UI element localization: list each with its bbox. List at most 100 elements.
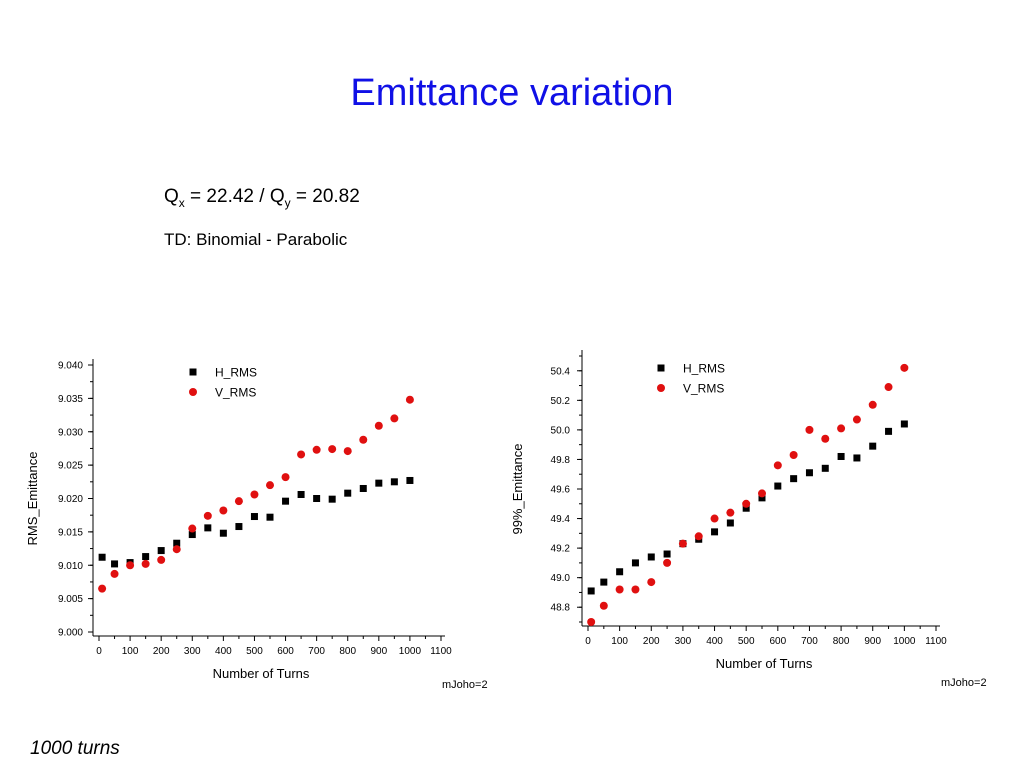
rms-point-v-rms bbox=[281, 473, 290, 482]
p99-point-h-rms bbox=[869, 442, 877, 450]
rms-x-tick-label: 300 bbox=[184, 646, 201, 657]
qy-subscript: y bbox=[284, 195, 291, 210]
p99-point-v-rms bbox=[599, 601, 608, 610]
rms-x-tick-label: 900 bbox=[370, 646, 387, 657]
tune-values: Qx = 22.42 / Qy = 20.82 bbox=[164, 186, 360, 210]
rms-point-v-rms bbox=[203, 511, 212, 520]
qx-subscript: x bbox=[178, 195, 185, 210]
p99-point-v-rms bbox=[726, 508, 735, 517]
rms-y-tick-label: 9.010 bbox=[58, 561, 83, 572]
p99-y-tick-label: 49.0 bbox=[551, 573, 571, 584]
p99-y-tick-label: 49.6 bbox=[551, 485, 571, 496]
rms-point-v-rms bbox=[172, 545, 181, 554]
p99-x-tick-label: 700 bbox=[801, 636, 818, 647]
qy-value: = 20.82 bbox=[290, 186, 360, 207]
rms-point-v-rms bbox=[234, 497, 243, 506]
p99-x-tick-label: 900 bbox=[864, 636, 881, 647]
p99-y-tick-label: 49.8 bbox=[551, 455, 571, 466]
p99-point-v-rms bbox=[615, 585, 624, 594]
rms-x-tick-label: 1000 bbox=[399, 646, 422, 657]
rms-point-v-rms bbox=[157, 555, 166, 564]
qx-symbol: Q bbox=[164, 186, 179, 207]
rms-x-tick-label: 100 bbox=[122, 646, 139, 657]
rms-x-tick-label: 200 bbox=[153, 646, 170, 657]
p99-x-tick-label: 500 bbox=[738, 636, 755, 647]
rms-point-h-rms bbox=[390, 478, 398, 486]
rms-x-tick-label: 800 bbox=[339, 646, 356, 657]
p99-legend-marker bbox=[657, 364, 665, 372]
rms-point-h-rms bbox=[173, 539, 181, 547]
rms-point-v-rms bbox=[343, 447, 352, 456]
rms-point-h-rms bbox=[204, 524, 212, 532]
p99-point-h-rms bbox=[587, 587, 595, 595]
rms-y-tick-label: 9.020 bbox=[58, 494, 83, 505]
p99-point-h-rms bbox=[663, 550, 671, 558]
p99-x-tick-label: 1000 bbox=[893, 636, 916, 647]
p99-point-v-rms bbox=[789, 451, 798, 460]
p99-point-h-rms bbox=[742, 504, 750, 512]
rms-point-h-rms bbox=[406, 476, 414, 484]
p99-x-tick-label: 100 bbox=[611, 636, 628, 647]
p99-point-h-rms bbox=[631, 559, 639, 567]
rms-point-h-rms bbox=[282, 497, 290, 505]
rms-point-h-rms bbox=[375, 479, 383, 487]
p99-y-tick-label: 50.0 bbox=[551, 425, 571, 436]
rms-point-v-rms bbox=[126, 561, 135, 570]
p99-point-h-rms bbox=[837, 452, 845, 460]
rms-point-v-rms bbox=[405, 395, 414, 404]
p99-y-axis-title: 99%_Emittance bbox=[510, 443, 525, 534]
p99-point-v-rms bbox=[852, 415, 861, 424]
p99-point-v-rms bbox=[663, 558, 672, 567]
rms-x-tick-label: 1100 bbox=[430, 646, 452, 657]
rms-point-v-rms bbox=[312, 445, 321, 454]
rms-x-tick-label: 700 bbox=[308, 646, 325, 657]
rms-point-v-rms bbox=[297, 450, 306, 459]
rms-legend-marker bbox=[189, 388, 197, 396]
rms-point-h-rms bbox=[188, 531, 196, 539]
rms-point-h-rms bbox=[328, 495, 336, 503]
p99-point-v-rms bbox=[868, 400, 877, 409]
p99-point-v-rms bbox=[900, 363, 909, 372]
p99-x-axis-title: Number of Turns bbox=[716, 656, 813, 671]
p99-legend-marker bbox=[657, 384, 665, 392]
rms-point-h-rms bbox=[157, 547, 165, 555]
rms-point-h-rms bbox=[359, 484, 367, 492]
rms-point-v-rms bbox=[110, 569, 119, 578]
rms-legend-label: H_RMS bbox=[215, 366, 257, 380]
rms-point-v-rms bbox=[374, 421, 383, 430]
p99-point-h-rms bbox=[616, 568, 624, 576]
p99-legend-label: H_RMS bbox=[683, 362, 725, 376]
rms-point-h-rms bbox=[344, 489, 352, 497]
slide-title: Emittance variation bbox=[350, 72, 674, 114]
footer-note: 1000 turns bbox=[30, 738, 120, 759]
rms-y-tick-label: 9.025 bbox=[58, 461, 83, 472]
rms-point-v-rms bbox=[219, 506, 228, 515]
p99-point-h-rms bbox=[821, 464, 829, 472]
rms-y-tick-label: 9.030 bbox=[58, 427, 83, 438]
rms-y-tick-label: 9.015 bbox=[58, 527, 83, 538]
p99-point-v-rms bbox=[758, 489, 766, 498]
p99-x-tick-label: 800 bbox=[833, 636, 850, 647]
p99-point-h-rms bbox=[805, 469, 813, 477]
rms-point-h-rms bbox=[235, 523, 243, 531]
rms-point-h-rms bbox=[313, 495, 321, 502]
p99-point-h-rms bbox=[726, 519, 734, 527]
p99-x-tick-label: 0 bbox=[585, 636, 591, 647]
qx-value: = 22.42 / bbox=[184, 186, 270, 207]
rms-point-h-rms bbox=[142, 553, 150, 561]
rms-y-tick-label: 9.000 bbox=[58, 628, 83, 639]
p99-legend-label: V_RMS bbox=[683, 382, 724, 396]
rms-point-h-rms bbox=[266, 513, 274, 521]
p99-point-v-rms bbox=[837, 424, 846, 433]
p99-y-tick-label: 50.4 bbox=[551, 366, 571, 377]
p99-point-h-rms bbox=[900, 420, 908, 428]
pct99-emittance-chart: 0 100 200 300 400 500 600 700 800 900 1000 1100 48.8… bbox=[510, 350, 987, 689]
rms-emittance-chart: 0 100 200 300 400 500 600 700 800 900 1000 1100 9.00… bbox=[25, 359, 488, 691]
p99-point-v-rms bbox=[694, 532, 703, 541]
p99-point-h-rms bbox=[647, 553, 655, 561]
rms-point-h-rms bbox=[250, 513, 258, 521]
rms-y-axis-title: RMS_Emittance bbox=[25, 452, 40, 546]
rms-point-v-rms bbox=[359, 435, 368, 444]
p99-y-tick-label: 49.4 bbox=[551, 514, 571, 525]
p99-annotation: mJoho=2 bbox=[941, 677, 987, 689]
